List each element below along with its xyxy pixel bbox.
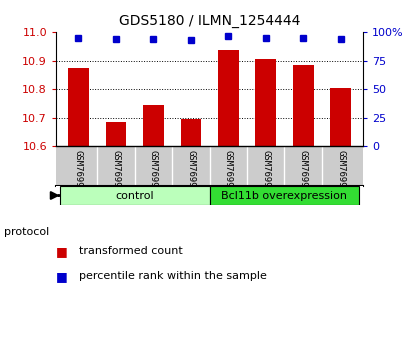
Text: GSM769943: GSM769943 [186, 150, 195, 198]
Title: GDS5180 / ILMN_1254444: GDS5180 / ILMN_1254444 [119, 14, 300, 28]
Bar [60, 186, 210, 205]
Text: protocol: protocol [4, 227, 49, 237]
Bar [68, 68, 89, 147]
Bar [106, 122, 126, 147]
Text: transformed count: transformed count [79, 246, 183, 256]
Bar [330, 88, 351, 147]
Text: percentile rank within the sample: percentile rank within the sample [79, 271, 267, 281]
Bar [218, 51, 239, 147]
Text: GSM769947: GSM769947 [336, 150, 345, 198]
Text: GSM769942: GSM769942 [149, 150, 158, 198]
Text: GSM769944: GSM769944 [224, 150, 233, 198]
Text: GSM769946: GSM769946 [299, 150, 308, 198]
Bar [210, 186, 359, 205]
Bar [256, 59, 276, 147]
Bar [143, 105, 164, 147]
Text: ■: ■ [56, 245, 68, 258]
Text: control: control [115, 190, 154, 200]
Text: GSM769941: GSM769941 [112, 150, 120, 198]
Text: GSM769945: GSM769945 [261, 150, 270, 198]
Text: Bcl11b overexpression: Bcl11b overexpression [222, 190, 347, 200]
Bar [181, 119, 201, 147]
Bar [293, 65, 313, 147]
Text: GSM769940: GSM769940 [74, 150, 83, 198]
Text: ■: ■ [56, 270, 68, 282]
